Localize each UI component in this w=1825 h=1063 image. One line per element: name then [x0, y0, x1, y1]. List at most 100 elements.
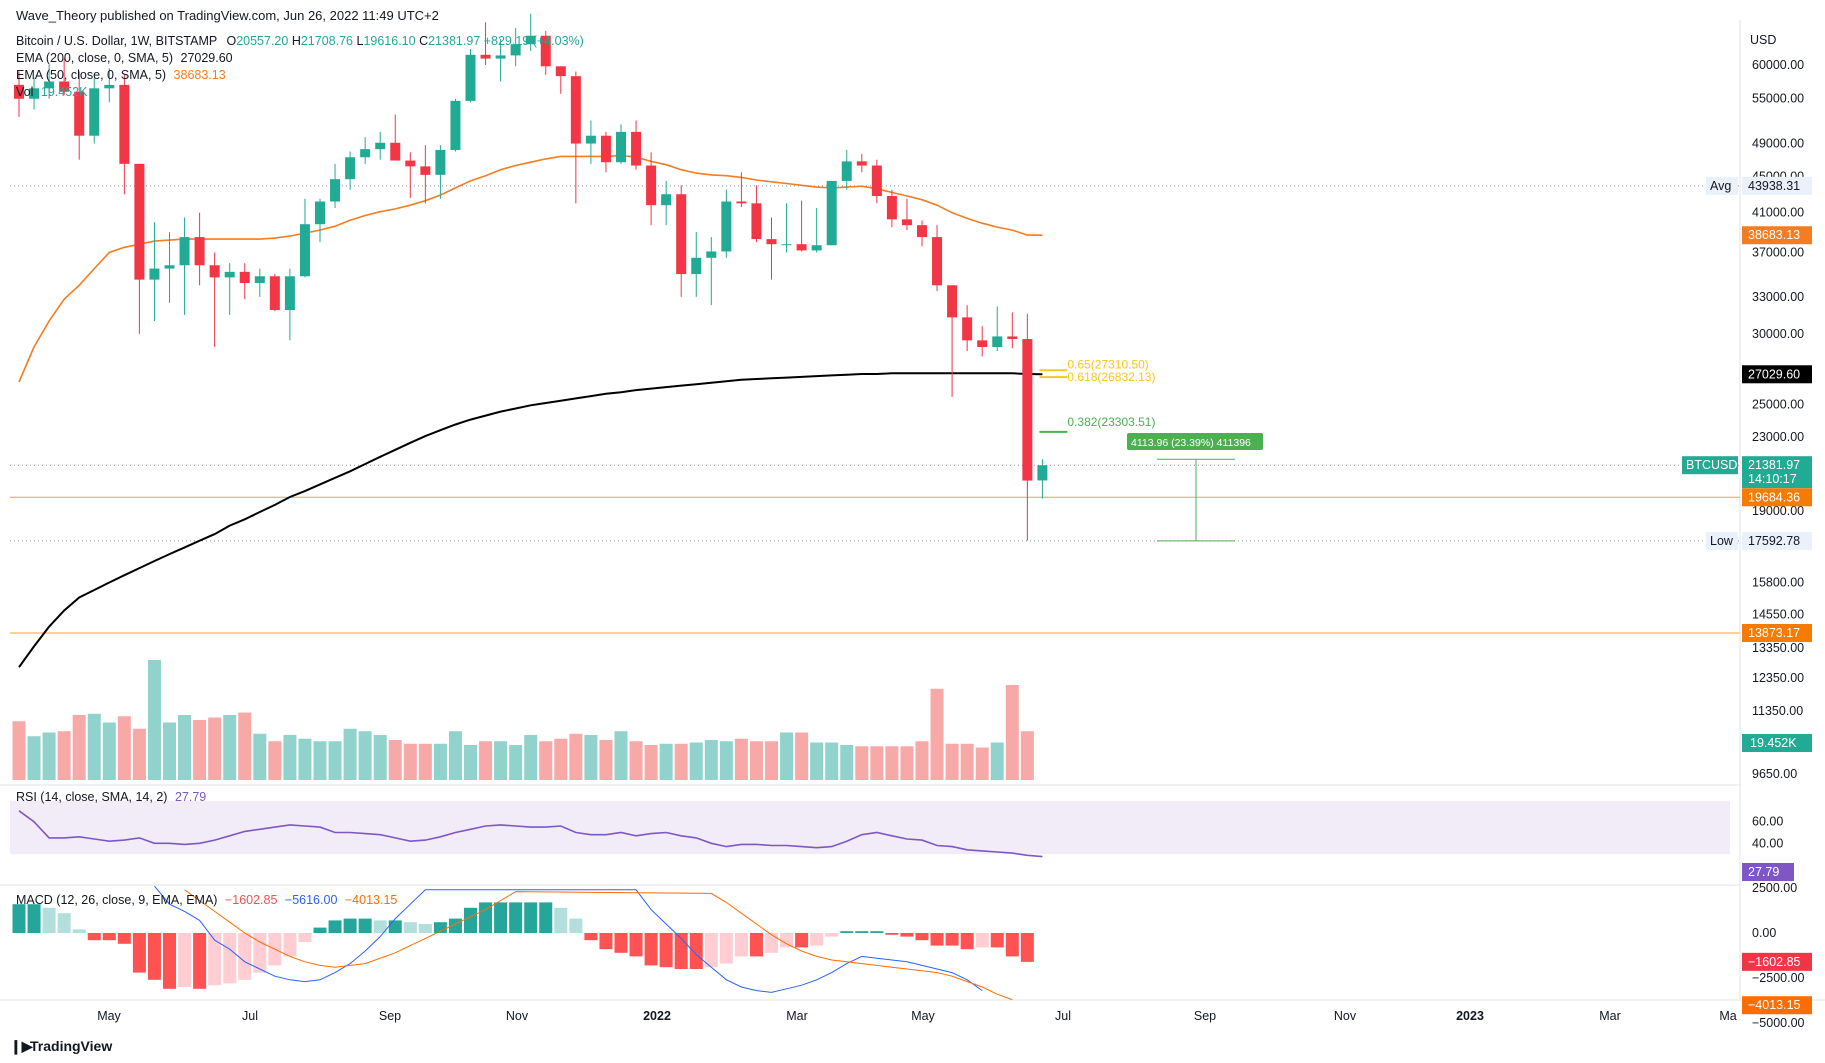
axis-title: USD	[1750, 33, 1776, 47]
candle-body	[871, 165, 882, 197]
rsi-legend[interactable]: RSI (14, close, SMA, 14, 2) 27.79	[16, 790, 206, 804]
candle-body	[886, 196, 897, 220]
macd-hist-bar	[584, 933, 598, 941]
volume-bar	[12, 721, 26, 780]
symbol-title[interactable]: Bitcoin / U.S. Dollar, 1W, BITSTAMP	[16, 34, 217, 48]
price-tick: 19000.00	[1752, 504, 1804, 518]
volume-bar	[373, 735, 387, 780]
tradingview-logo[interactable]: ❙▶TradingView	[10, 1038, 112, 1055]
volume-bar	[810, 742, 824, 780]
volume-bar	[554, 738, 568, 780]
ema50-legend[interactable]: EMA (50, close, 0, SMA, 5) 38683.13	[16, 68, 226, 82]
macd-hist-bar	[328, 920, 342, 933]
macd-hist-bar	[840, 931, 854, 933]
macd-hist-bar	[283, 933, 297, 957]
time-axis[interactable]: May Jul Sep Nov 2022 Mar May Jul Sep Nov 2023 Mar Ma	[97, 1009, 1737, 1023]
macd-hist-bar	[418, 924, 432, 933]
macd-signal-line	[184, 889, 1013, 1001]
volume-bar	[358, 731, 372, 780]
ema50-label: EMA (50, close, 0, SMA, 5)	[16, 68, 167, 82]
volume-bar	[509, 745, 523, 780]
macd-hist-bar	[960, 933, 974, 950]
price-tick: 9650.00	[1752, 767, 1797, 781]
time-tick: Ma	[1719, 1009, 1736, 1023]
candle-body	[691, 257, 702, 275]
candle-body	[826, 180, 837, 246]
rsi-tick: 40.00	[1752, 836, 1783, 850]
price-tag: BTCUSD	[1686, 458, 1737, 472]
volume-bar	[193, 720, 207, 780]
candle-body	[901, 219, 912, 226]
price-tag-box	[1706, 531, 1738, 550]
volume-bar	[268, 741, 282, 780]
volume-bar	[870, 746, 884, 780]
change-value: +829.19 (+4.03%)	[483, 34, 584, 48]
candle-body	[600, 135, 611, 163]
macd-hist-bar	[885, 933, 899, 935]
ema200-legend[interactable]: EMA (200, close, 0, SMA, 5) 27029.60	[16, 51, 233, 65]
candle-body	[29, 88, 40, 99]
price-label-box	[1742, 365, 1812, 384]
macd-hist-bar	[479, 902, 493, 933]
candle-body	[74, 91, 85, 136]
price-tick: 12350.00	[1752, 671, 1804, 685]
rsi-line	[18, 810, 1043, 858]
macd-hist-bar	[132, 933, 146, 973]
price-tag-box	[1682, 456, 1738, 475]
candle-body	[510, 44, 521, 56]
volume-bar	[629, 741, 643, 780]
volume-bar	[885, 746, 899, 780]
fib-label: 0.618(26832.13)	[1067, 370, 1155, 384]
candle-body	[796, 244, 807, 251]
candle-body	[781, 244, 792, 246]
macd-hist-bar	[223, 933, 237, 984]
candle-body	[44, 81, 55, 89]
price-tag: Avg	[1710, 179, 1731, 193]
candle-body	[676, 194, 687, 275]
price-axis[interactable]: USD60000.0055000.0049000.0045000.0041000…	[1682, 33, 1812, 781]
volume-label-box	[1742, 734, 1812, 752]
volume-bars	[12, 660, 1034, 780]
macd-hist-bar	[539, 902, 553, 933]
volume-bar	[990, 742, 1004, 780]
candle-body	[646, 165, 657, 206]
price-tag-box	[1706, 176, 1738, 195]
macd-hist-bar	[719, 933, 733, 964]
time-tick: 2022	[643, 1009, 671, 1023]
fib-label: 0.65(27310.50)	[1067, 357, 1148, 371]
candle-body	[1037, 465, 1048, 481]
candle-body	[1007, 336, 1018, 340]
volume-bar	[253, 733, 267, 780]
volume-bar	[298, 738, 312, 780]
volume-bar	[132, 728, 146, 780]
candle-body	[766, 239, 777, 245]
rsi-value: 27.79	[174, 790, 207, 804]
macd-tick: −2500.00	[1752, 971, 1805, 985]
close-label: C	[419, 34, 429, 48]
macd-hist-bar	[27, 904, 41, 933]
macd-legend[interactable]: MACD (12, 26, close, 9, EMA, EMA) −1602.…	[16, 893, 397, 907]
volume-bar	[795, 732, 809, 780]
volume-bar	[388, 740, 402, 780]
volume-bar	[117, 716, 131, 780]
macd-hist-bar	[704, 933, 718, 968]
candle-body	[119, 84, 130, 164]
measure-label-box	[1127, 433, 1263, 450]
macd-line	[154, 885, 983, 993]
volume-bar	[418, 743, 432, 780]
macd-hist-bar	[102, 933, 116, 941]
candle-body	[209, 265, 220, 278]
macd-hist-bar	[1005, 933, 1019, 957]
macd-hist-bar	[343, 918, 357, 933]
volume-bar	[87, 713, 101, 780]
macd-hist-bar	[855, 931, 869, 933]
candle-body	[375, 142, 386, 150]
macd-hist-bar	[433, 922, 447, 933]
volume-bar	[57, 731, 71, 780]
volume-bar	[689, 742, 703, 780]
candle-body	[134, 163, 145, 280]
price-tick: 30000.00	[1752, 327, 1804, 341]
volume-legend[interactable]: Vol 19.452K	[16, 85, 87, 99]
macd-hist-bar	[403, 922, 417, 933]
